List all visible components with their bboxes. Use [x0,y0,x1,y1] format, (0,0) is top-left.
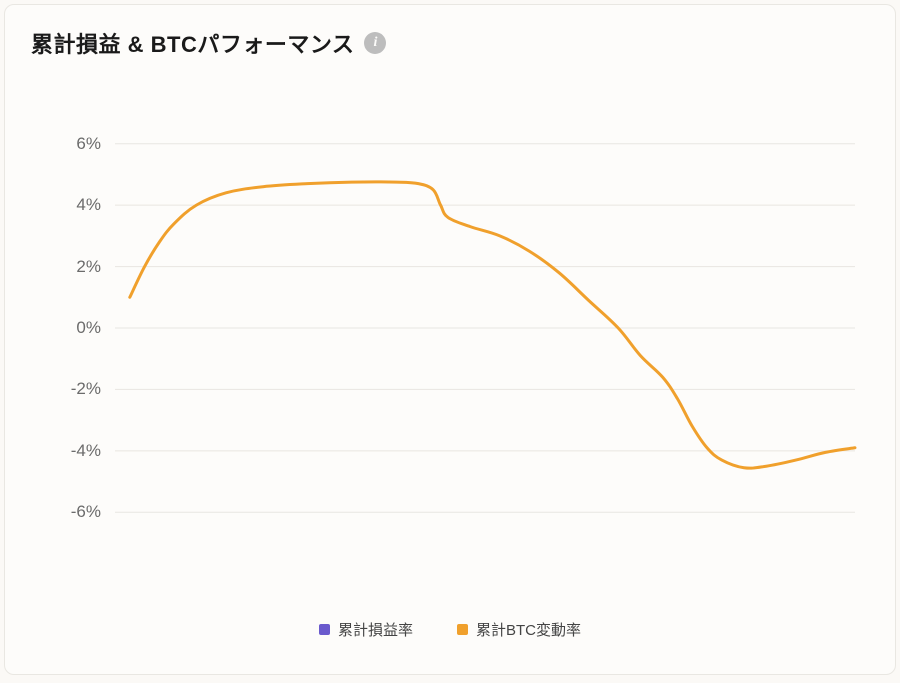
legend-label: 累計損益率 [338,619,413,640]
plot-area: 6%4%2%0%-2%-4%-6% [115,113,855,543]
y-tick-label: 2% [76,257,115,277]
y-tick-label: -2% [71,379,115,399]
legend-label: 累計BTC変動率 [476,619,581,640]
legend-swatch-cum-btc [457,624,468,635]
info-icon[interactable]: i [364,32,386,54]
y-tick-label: 0% [76,318,115,338]
legend: 累計損益率 累計BTC変動率 [5,619,895,640]
legend-item-cum-pnl[interactable]: 累計損益率 [319,619,413,640]
chart-title: 累計損益 & BTCパフォーマンス [31,27,354,59]
legend-item-cum-btc[interactable]: 累計BTC変動率 [457,619,581,640]
chart-card: 累計損益 & BTCパフォーマンス i 6%4%2%0%-2%-4%-6% 累計… [4,4,896,675]
title-row: 累計損益 & BTCパフォーマンス i [31,27,386,59]
series-cum_btc [130,182,855,468]
y-tick-label: -6% [71,502,115,522]
legend-swatch-cum-pnl [319,624,330,635]
y-tick-label: 4% [76,195,115,215]
y-tick-label: 6% [76,134,115,154]
line-chart [115,113,855,543]
y-tick-label: -4% [71,441,115,461]
